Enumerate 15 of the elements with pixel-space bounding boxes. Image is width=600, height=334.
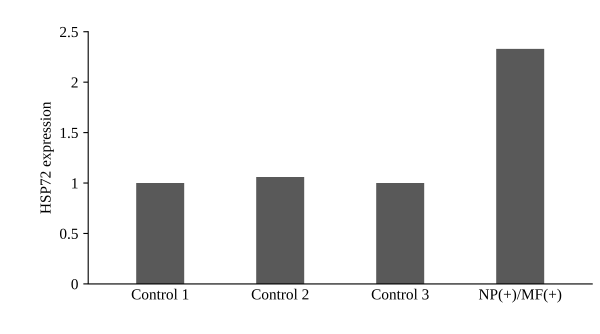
y-tick-label: 1 bbox=[72, 178, 78, 188]
y-tick-label: 1.5 bbox=[60, 128, 78, 138]
bar bbox=[136, 183, 184, 284]
y-tick-label: 0.5 bbox=[60, 228, 78, 239]
x-tick-label: Control 3 bbox=[372, 288, 429, 300]
y-tick-label: 2.5 bbox=[60, 26, 78, 38]
y-axis-title: HSP72 expression bbox=[40, 102, 54, 214]
y-tick-label: 2 bbox=[72, 77, 78, 88]
x-tick-label: NP(+)/MF(+) bbox=[478, 288, 562, 303]
bar bbox=[496, 48, 544, 284]
bar bbox=[256, 176, 304, 284]
y-tick-label: 0 bbox=[71, 279, 78, 290]
x-tick-label: Control 1 bbox=[132, 288, 188, 300]
x-tick-label: Control 2 bbox=[252, 288, 308, 300]
bar bbox=[376, 183, 424, 284]
